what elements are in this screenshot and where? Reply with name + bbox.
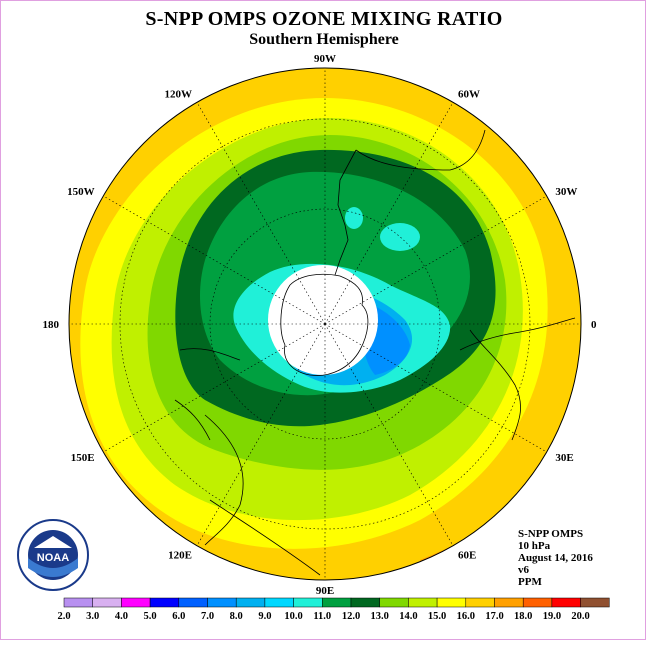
info-level: 10 hPa bbox=[518, 540, 551, 552]
longitude-label: 120W bbox=[165, 89, 193, 101]
longitude-labels: 90W 60W 30W 0 30E 60E 90E 120E 150E 180 150W 120W bbox=[43, 53, 598, 597]
colorbar-swatch bbox=[379, 597, 409, 608]
colorbar-swatch bbox=[92, 597, 122, 608]
longitude-label: 150E bbox=[71, 452, 95, 464]
info-instrument: S-NPP OMPS bbox=[518, 528, 584, 540]
longitude-label: 60E bbox=[458, 549, 476, 561]
colorbar-swatch bbox=[551, 597, 581, 608]
longitude-label: 30W bbox=[555, 186, 577, 198]
noaa-logo-text: NOAA bbox=[37, 552, 69, 564]
longitude-label: 90E bbox=[316, 585, 334, 597]
coastlines bbox=[174, 129, 576, 576]
colorbar-label: 20.0 bbox=[571, 611, 589, 622]
colorbar-label: 18.0 bbox=[514, 611, 532, 622]
longitude-label: 0 bbox=[591, 319, 597, 331]
colorbar-swatch bbox=[322, 597, 352, 608]
colorbar-swatch bbox=[522, 597, 553, 608]
longitude-label: 120E bbox=[168, 549, 192, 561]
info-version: v6 bbox=[518, 564, 529, 576]
colorbar-swatch bbox=[178, 597, 208, 608]
colorbar-swatch bbox=[494, 597, 524, 608]
colorbar-label: 19.0 bbox=[543, 611, 561, 622]
colorbar-swatch bbox=[465, 597, 495, 608]
colorbar-label: 8.0 bbox=[230, 611, 243, 622]
colorbar-label: 10.0 bbox=[284, 611, 302, 622]
longitude-label: 30E bbox=[555, 452, 573, 464]
figure-title: S-NPP OMPS OZONE MIXING RATIO bbox=[145, 8, 503, 30]
colorbar-label: 17.0 bbox=[485, 611, 503, 622]
info-date: August 14, 2016 bbox=[518, 552, 593, 564]
colorbar-swatch bbox=[235, 597, 266, 608]
colorbar-swatch bbox=[350, 597, 380, 608]
colorbar-swatch bbox=[121, 597, 151, 608]
colorbar-label: 6.0 bbox=[172, 611, 185, 622]
info-units: PPM bbox=[518, 576, 542, 588]
colorbar-label: 12.0 bbox=[342, 611, 360, 622]
longitude-label: 60W bbox=[458, 89, 480, 101]
globe-outline bbox=[68, 67, 582, 581]
ozone-contour-fill bbox=[69, 68, 581, 580]
colorbar-swatch bbox=[63, 597, 93, 608]
colorbar-label: 3.0 bbox=[86, 611, 99, 622]
colorbar-label: 15.0 bbox=[428, 611, 446, 622]
colorbar-label: 7.0 bbox=[201, 611, 214, 622]
colorbar-label: 13.0 bbox=[371, 611, 389, 622]
colorbar-label: 14.0 bbox=[399, 611, 417, 622]
colorbar-swatch bbox=[207, 597, 237, 608]
noaa-logo: NOAA bbox=[17, 519, 89, 591]
longitude-label: 150W bbox=[67, 186, 95, 198]
graticule bbox=[69, 68, 581, 580]
colorbar-label: 5.0 bbox=[144, 611, 157, 622]
colorbar-swatch bbox=[408, 597, 438, 608]
colorbar-swatch bbox=[293, 597, 323, 608]
colorbar-label: 2.0 bbox=[57, 611, 70, 622]
figure-subtitle: Southern Hemisphere bbox=[249, 31, 399, 48]
colorbar-swatch bbox=[149, 597, 180, 608]
longitude-label: 180 bbox=[43, 319, 60, 331]
colorbar-label: 4.0 bbox=[115, 611, 128, 622]
colorbar-label: 9.0 bbox=[258, 611, 271, 622]
colorbar-swatch bbox=[264, 597, 294, 608]
colorbar-swatch bbox=[580, 597, 610, 608]
colorbar-label: 16.0 bbox=[457, 611, 475, 622]
colorbar-label: 11.0 bbox=[313, 611, 331, 622]
longitude-label: 90W bbox=[314, 53, 336, 65]
colorbar-swatch bbox=[436, 597, 467, 608]
